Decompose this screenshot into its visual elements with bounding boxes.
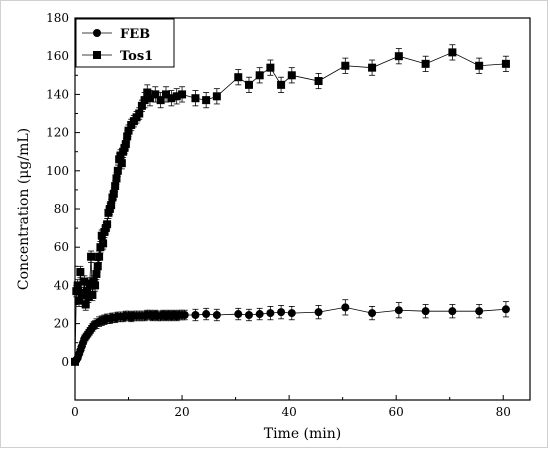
data-point-tos1	[93, 262, 102, 271]
data-point-tos1	[85, 279, 94, 288]
x-tick-label: 80	[496, 405, 511, 419]
data-point-feb	[287, 309, 296, 318]
data-point-tos1	[448, 48, 457, 57]
data-point-tos1	[75, 296, 84, 305]
data-point-tos1	[167, 94, 176, 103]
data-point-tos1	[341, 61, 350, 70]
x-tick-label: 40	[281, 405, 296, 419]
data-point-feb	[266, 309, 275, 318]
data-point-tos1	[109, 189, 118, 198]
x-tick-label: 60	[389, 405, 404, 419]
data-point-feb	[180, 311, 189, 320]
data-point-feb	[202, 310, 211, 319]
y-tick-label: 40	[54, 278, 69, 292]
y-tick-label: 100	[46, 164, 69, 178]
y-axis-title: Concentration (μg/mL)	[16, 128, 32, 290]
data-point-tos1	[76, 268, 85, 277]
data-point-tos1	[255, 71, 264, 80]
legend-marker-tos1	[93, 51, 101, 59]
data-point-tos1	[91, 281, 100, 290]
legend-label-feb: FEB	[120, 27, 150, 42]
data-point-feb	[244, 311, 253, 320]
y-tick-label: 0	[61, 355, 69, 369]
data-point-tos1	[266, 63, 275, 72]
data-point-feb	[277, 308, 286, 317]
data-point-feb	[255, 310, 264, 319]
x-tick-label: 20	[174, 405, 189, 419]
data-point-tos1	[191, 94, 200, 103]
data-point-tos1	[501, 59, 510, 68]
data-point-tos1	[151, 90, 160, 99]
data-point-tos1	[81, 300, 90, 309]
data-point-feb	[341, 303, 350, 312]
data-point-tos1	[202, 96, 211, 105]
data-point-tos1	[277, 80, 286, 89]
data-point-feb	[475, 307, 484, 316]
data-point-tos1	[107, 201, 116, 210]
data-point-tos1	[80, 277, 89, 286]
data-point-tos1	[137, 101, 146, 110]
data-point-feb	[368, 309, 377, 318]
x-tick-label: 0	[71, 405, 79, 419]
data-point-tos1	[421, 59, 430, 68]
legend: FEB Tos1	[75, 18, 175, 68]
y-tick-label: 60	[54, 240, 69, 254]
data-point-feb	[421, 307, 430, 316]
data-point-tos1	[234, 73, 243, 82]
data-point-tos1	[95, 252, 104, 261]
data-point-tos1	[475, 61, 484, 70]
data-point-tos1	[88, 290, 97, 299]
y-tick-label: 180	[46, 11, 69, 25]
data-point-tos1	[135, 109, 144, 118]
data-point-tos1	[99, 239, 108, 248]
data-point-tos1	[112, 174, 121, 183]
data-point-tos1	[71, 357, 79, 366]
data-point-feb	[212, 311, 221, 320]
y-tick-label: 120	[46, 126, 69, 140]
data-point-feb	[394, 306, 403, 315]
y-tick-label: 80	[54, 202, 69, 216]
data-point-tos1	[111, 182, 120, 191]
data-point-tos1	[121, 140, 130, 149]
data-point-tos1	[178, 90, 187, 99]
data-point-tos1	[143, 88, 152, 97]
plot-area: 0 20 40 60 80 0 20 40 60 80 100 120 140 160 180	[46, 11, 531, 419]
data-point-tos1	[87, 252, 96, 261]
data-point-tos1	[162, 90, 170, 99]
data-point-tos1	[145, 94, 154, 103]
data-point-tos1	[113, 166, 122, 175]
y-tick-label: 160	[46, 49, 69, 63]
data-point-tos1	[79, 290, 88, 299]
legend-label-tos1: Tos1	[120, 49, 153, 64]
plot-frame	[74, 17, 531, 401]
data-point-tos1	[117, 159, 126, 168]
legend-marker-feb	[93, 29, 101, 37]
data-point-tos1	[287, 71, 296, 80]
data-point-tos1	[156, 96, 165, 105]
legend-box	[75, 18, 175, 68]
data-point-feb	[501, 305, 510, 314]
y-tick-label: 140	[46, 87, 69, 101]
data-point-feb	[448, 307, 457, 316]
data-point-tos1	[368, 63, 377, 72]
data-point-tos1	[314, 77, 323, 86]
data-point-tos1	[394, 52, 403, 61]
data-point-feb	[234, 310, 243, 319]
data-point-tos1	[84, 292, 93, 301]
x-axis-title: Time (min)	[264, 426, 342, 442]
data-point-tos1	[103, 220, 112, 229]
data-point-feb	[314, 308, 323, 317]
data-point-tos1	[244, 80, 253, 89]
data-point-feb	[191, 311, 200, 320]
y-tick-label: 20	[54, 317, 69, 331]
data-point-tos1	[92, 269, 101, 278]
data-point-tos1	[212, 92, 221, 101]
data-point-tos1	[73, 281, 82, 290]
data-point-tos1	[172, 92, 181, 101]
